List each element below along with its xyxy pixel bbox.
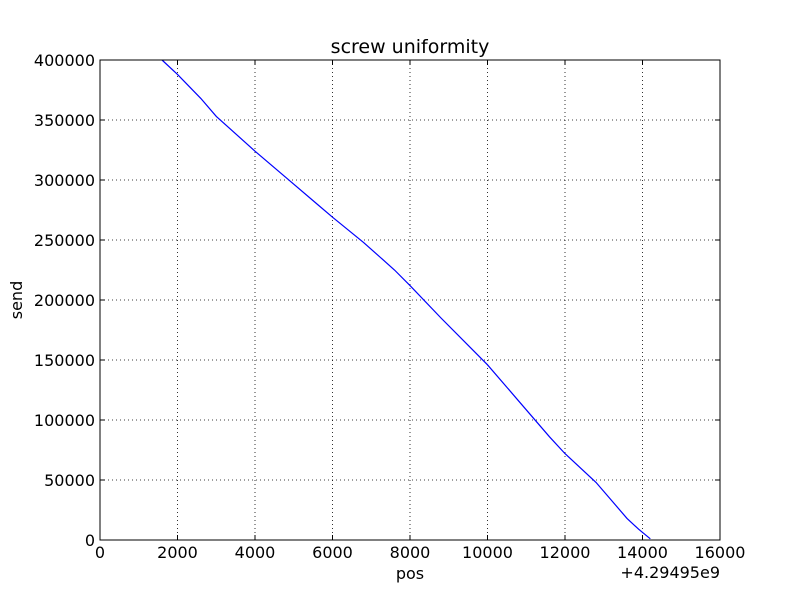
series-line — [161, 59, 651, 540]
x-tick-label: 0 — [95, 543, 105, 562]
grid — [100, 60, 720, 540]
y-tick-labels: 0 50000 100000 150000 200000 250000 300000 3500… — [34, 51, 95, 550]
x-axis-offset: +4.29495e9 — [620, 563, 720, 582]
x-tick-labels: 0 2000 4000 6000 8000 10000 12000 14000 16000 — [95, 543, 746, 562]
x-tick-label: 4000 — [235, 543, 276, 562]
x-tick-label: 12000 — [540, 543, 591, 562]
y-tick-label: 100000 — [34, 411, 95, 430]
series-layer — [161, 59, 651, 540]
x-tick-label: 8000 — [390, 543, 431, 562]
y-tick-label: 300000 — [34, 171, 95, 190]
x-tick-label: 16000 — [695, 543, 746, 562]
y-tick-label: 400000 — [34, 51, 95, 70]
x-axis-label: pos — [396, 564, 424, 583]
y-tick-label: 250000 — [34, 231, 95, 250]
y-tick-label: 50000 — [44, 471, 95, 490]
y-tick-label: 350000 — [34, 111, 95, 130]
x-tick-label: 2000 — [157, 543, 198, 562]
y-tick-label: 150000 — [34, 351, 95, 370]
x-tick-label: 14000 — [617, 543, 668, 562]
x-tick-label: 10000 — [462, 543, 513, 562]
ticks — [99, 59, 721, 541]
chart-title: screw uniformity — [331, 36, 490, 58]
y-tick-label: 0 — [85, 531, 95, 550]
y-axis-label: send — [7, 281, 26, 319]
x-tick-label: 6000 — [312, 543, 353, 562]
y-tick-label: 200000 — [34, 291, 95, 310]
